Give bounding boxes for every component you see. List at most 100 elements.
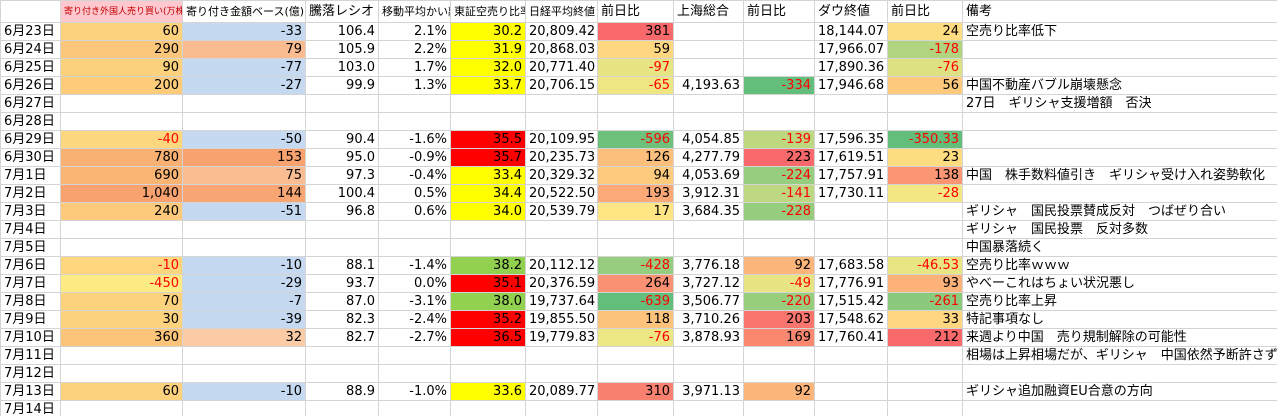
value-cell: 17,548.62 — [814, 310, 888, 329]
value-cell: -7 — [182, 292, 306, 311]
value-cell — [743, 220, 815, 239]
note-cell — [962, 400, 1277, 416]
value-cell: 97.3 — [305, 166, 379, 185]
value-cell: 212 — [887, 328, 963, 347]
value-cell — [305, 346, 379, 365]
value-cell — [60, 400, 183, 416]
header: 寄り付き外国人売り買い(万株)寄り付き金額ベース(億)騰落レシオ移動平均かい離東… — [0, 0, 1277, 23]
value-cell: -220 — [743, 292, 815, 311]
value-cell — [305, 220, 379, 239]
value-cell — [743, 364, 815, 383]
value-cell: 105.9 — [305, 40, 379, 59]
header-row: 寄り付き外国人売り買い(万株)寄り付き金額ベース(億)騰落レシオ移動平均かい離東… — [0, 0, 1277, 23]
value-cell: 24 — [887, 22, 963, 41]
value-cell: 31.9 — [450, 40, 526, 59]
value-cell: 92 — [743, 256, 815, 275]
value-cell — [182, 346, 306, 365]
value-cell: 20,112.12 — [525, 256, 598, 275]
value-cell — [597, 364, 674, 383]
value-cell: 17,596.35 — [814, 130, 888, 149]
value-cell: 3,878.93 — [673, 328, 744, 347]
value-cell: 17,776.91 — [814, 274, 888, 293]
value-cell — [814, 94, 888, 113]
value-cell: 93.7 — [305, 274, 379, 293]
value-cell: 103.0 — [305, 58, 379, 77]
row: 7月2日 1,040 144 100.4 0.5% 34.4 20,522.50 193 3,9… — [0, 184, 1277, 203]
value-cell — [814, 112, 888, 131]
row: 7月5日 中国暴落続く — [0, 238, 1277, 257]
header-cell: 寄り付き外国人売り買い(万株) — [60, 0, 183, 23]
date-cell: 7月2日 — [0, 184, 61, 203]
value-cell: 3,912.31 — [673, 184, 744, 203]
row: 7月3日 240 -51 96.8 0.6% 34.0 20,539.79 17 3,684.3… — [0, 202, 1277, 221]
value-cell: 240 — [60, 202, 183, 221]
header-cell: 前日比 — [743, 0, 815, 23]
value-cell — [378, 400, 451, 416]
value-cell — [814, 382, 888, 401]
value-cell: 36.5 — [450, 328, 526, 347]
header-cell: 前日比 — [887, 0, 963, 23]
value-cell: -46.53 — [887, 256, 963, 275]
value-cell: -39 — [182, 310, 306, 329]
header-cell: 騰落レシオ — [305, 0, 379, 23]
value-cell — [450, 346, 526, 365]
value-cell — [597, 400, 674, 416]
date-cell: 7月8日 — [0, 292, 61, 311]
value-cell: -29 — [182, 274, 306, 293]
value-cell: 17,619.51 — [814, 148, 888, 167]
value-cell: 690 — [60, 166, 183, 185]
value-cell: 33 — [887, 310, 963, 329]
value-cell: 144 — [182, 184, 306, 203]
value-cell — [887, 94, 963, 113]
value-cell — [814, 364, 888, 383]
value-cell — [378, 94, 451, 113]
note-cell: 空売り比率ｗｗｗ — [962, 256, 1277, 275]
value-cell — [450, 400, 526, 416]
value-cell: 19,737.64 — [525, 292, 598, 311]
value-cell: -261 — [887, 292, 963, 311]
value-cell — [450, 112, 526, 131]
value-cell: 56 — [887, 76, 963, 95]
date-cell: 6月28日 — [0, 112, 61, 131]
value-cell — [887, 400, 963, 416]
value-cell: 38.0 — [450, 292, 526, 311]
value-cell: 0.6% — [378, 202, 451, 221]
value-cell: -10 — [182, 256, 306, 275]
note-cell: 中国不動産バブル崩壊懸念 — [962, 76, 1277, 95]
note-cell: 空売り比率低下 — [962, 22, 1277, 41]
header-cell: 日経平均終値 — [525, 0, 598, 23]
value-cell: -51 — [182, 202, 306, 221]
value-cell — [673, 400, 744, 416]
value-cell — [305, 400, 379, 416]
date-cell: 7月6日 — [0, 256, 61, 275]
value-cell: 70 — [60, 292, 183, 311]
value-cell: -1.0% — [378, 382, 451, 401]
value-cell: 93 — [887, 274, 963, 293]
value-cell: 96.8 — [305, 202, 379, 221]
value-cell — [597, 220, 674, 239]
value-cell — [673, 346, 744, 365]
value-cell: 264 — [597, 274, 674, 293]
value-cell — [673, 238, 744, 257]
value-cell — [743, 346, 815, 365]
value-cell: 20,706.15 — [525, 76, 598, 95]
value-cell — [743, 94, 815, 113]
value-cell — [887, 112, 963, 131]
value-cell — [597, 112, 674, 131]
value-cell — [743, 400, 815, 416]
value-cell — [743, 58, 815, 77]
value-cell: 118 — [597, 310, 674, 329]
value-cell — [450, 220, 526, 239]
note-cell: 空売り比率上昇 — [962, 292, 1277, 311]
value-cell: 35.1 — [450, 274, 526, 293]
note-cell — [962, 184, 1277, 203]
value-cell: 23 — [887, 148, 963, 167]
value-cell — [887, 202, 963, 221]
row: 6月30日 780 153 95.0 -0.9% 35.7 20,235.73 126 4,27… — [0, 148, 1277, 167]
value-cell: 2.1% — [378, 22, 451, 41]
value-cell: 3,971.13 — [673, 382, 744, 401]
value-cell — [182, 364, 306, 383]
value-cell: 17 — [597, 202, 674, 221]
header-cell: 東証空売り比率 — [450, 0, 526, 23]
